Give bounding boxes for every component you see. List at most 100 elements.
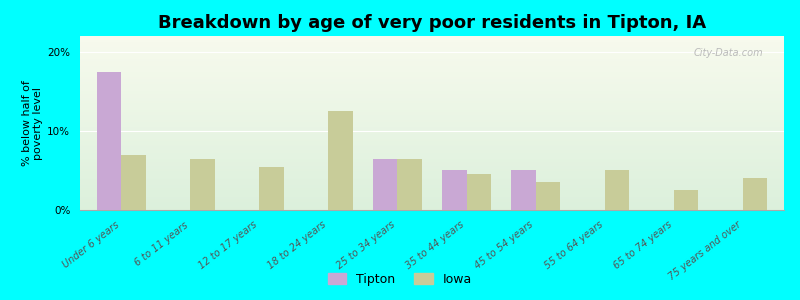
Bar [605,170,629,210]
Bar [80,58,784,60]
Bar [80,71,784,73]
Bar [80,177,784,179]
Bar [80,144,784,146]
Bar [80,135,784,137]
Bar [80,161,784,163]
Bar [80,73,784,74]
Bar [80,206,784,208]
Bar [80,172,784,173]
Bar [80,88,784,90]
Bar [80,186,784,188]
Bar [80,128,784,130]
Text: City-Data.com: City-Data.com [694,48,763,58]
Bar [80,67,784,69]
Bar [80,104,784,106]
Bar [80,146,784,147]
Bar [80,127,784,128]
Y-axis label: % below half of
poverty level: % below half of poverty level [22,80,43,166]
Bar [80,41,784,43]
Bar [80,76,784,78]
Bar [80,62,784,64]
Bar [80,45,784,46]
Bar [80,74,784,76]
Bar [80,149,784,151]
Bar [80,114,784,116]
Bar [80,121,784,123]
Bar [80,123,784,125]
Bar [80,130,784,132]
Legend: Tipton, Iowa: Tipton, Iowa [322,268,478,291]
Bar [80,170,784,172]
Bar [80,180,784,182]
Bar [80,43,784,45]
Bar [80,139,784,140]
Bar [80,107,784,109]
Bar [80,134,784,135]
Bar [80,38,784,40]
Bar [80,173,784,175]
Bar [80,36,784,38]
Bar [80,154,784,156]
Bar [80,80,784,81]
Bar [80,153,784,154]
Bar [80,194,784,196]
Bar [80,90,784,92]
Bar [80,175,784,177]
Bar [80,99,784,100]
Bar [80,191,784,193]
Bar [80,50,784,52]
Bar [329,111,353,210]
Bar [674,190,698,210]
Bar [80,86,784,88]
Bar [80,151,784,153]
Bar [80,40,784,41]
Bar [80,118,784,119]
Bar [466,174,490,210]
Bar [80,85,784,86]
Bar [80,167,784,168]
Bar [80,78,784,80]
Bar [80,142,784,144]
Bar [398,159,422,210]
Bar [80,53,784,55]
Bar [80,137,784,139]
Bar [259,167,284,210]
Bar [80,66,784,67]
Bar [80,168,784,170]
Bar [80,83,784,85]
Bar [80,179,784,180]
Bar [80,182,784,184]
Bar [80,205,784,206]
Bar [80,57,784,58]
Bar [80,163,784,165]
Bar [80,92,784,93]
Bar [80,48,784,50]
Bar [80,198,784,200]
Bar [442,170,466,210]
Bar [190,159,214,210]
Bar [80,189,784,191]
Bar [80,196,784,198]
Bar [80,102,784,104]
Bar [374,159,398,210]
Bar [80,112,784,114]
Bar [80,97,784,99]
Bar [80,165,784,167]
Bar [80,100,784,102]
Bar [80,193,784,194]
Bar [80,46,784,48]
Bar [80,106,784,107]
Bar [122,154,146,210]
Bar [98,72,122,210]
Bar [80,158,784,160]
Bar [80,119,784,121]
Bar [80,109,784,111]
Title: Breakdown by age of very poor residents in Tipton, IA: Breakdown by age of very poor residents … [158,14,706,32]
Bar [80,64,784,66]
Bar [511,170,535,210]
Bar [80,52,784,53]
Bar [80,188,784,189]
Bar [80,81,784,83]
Bar [535,182,560,210]
Bar [80,95,784,97]
